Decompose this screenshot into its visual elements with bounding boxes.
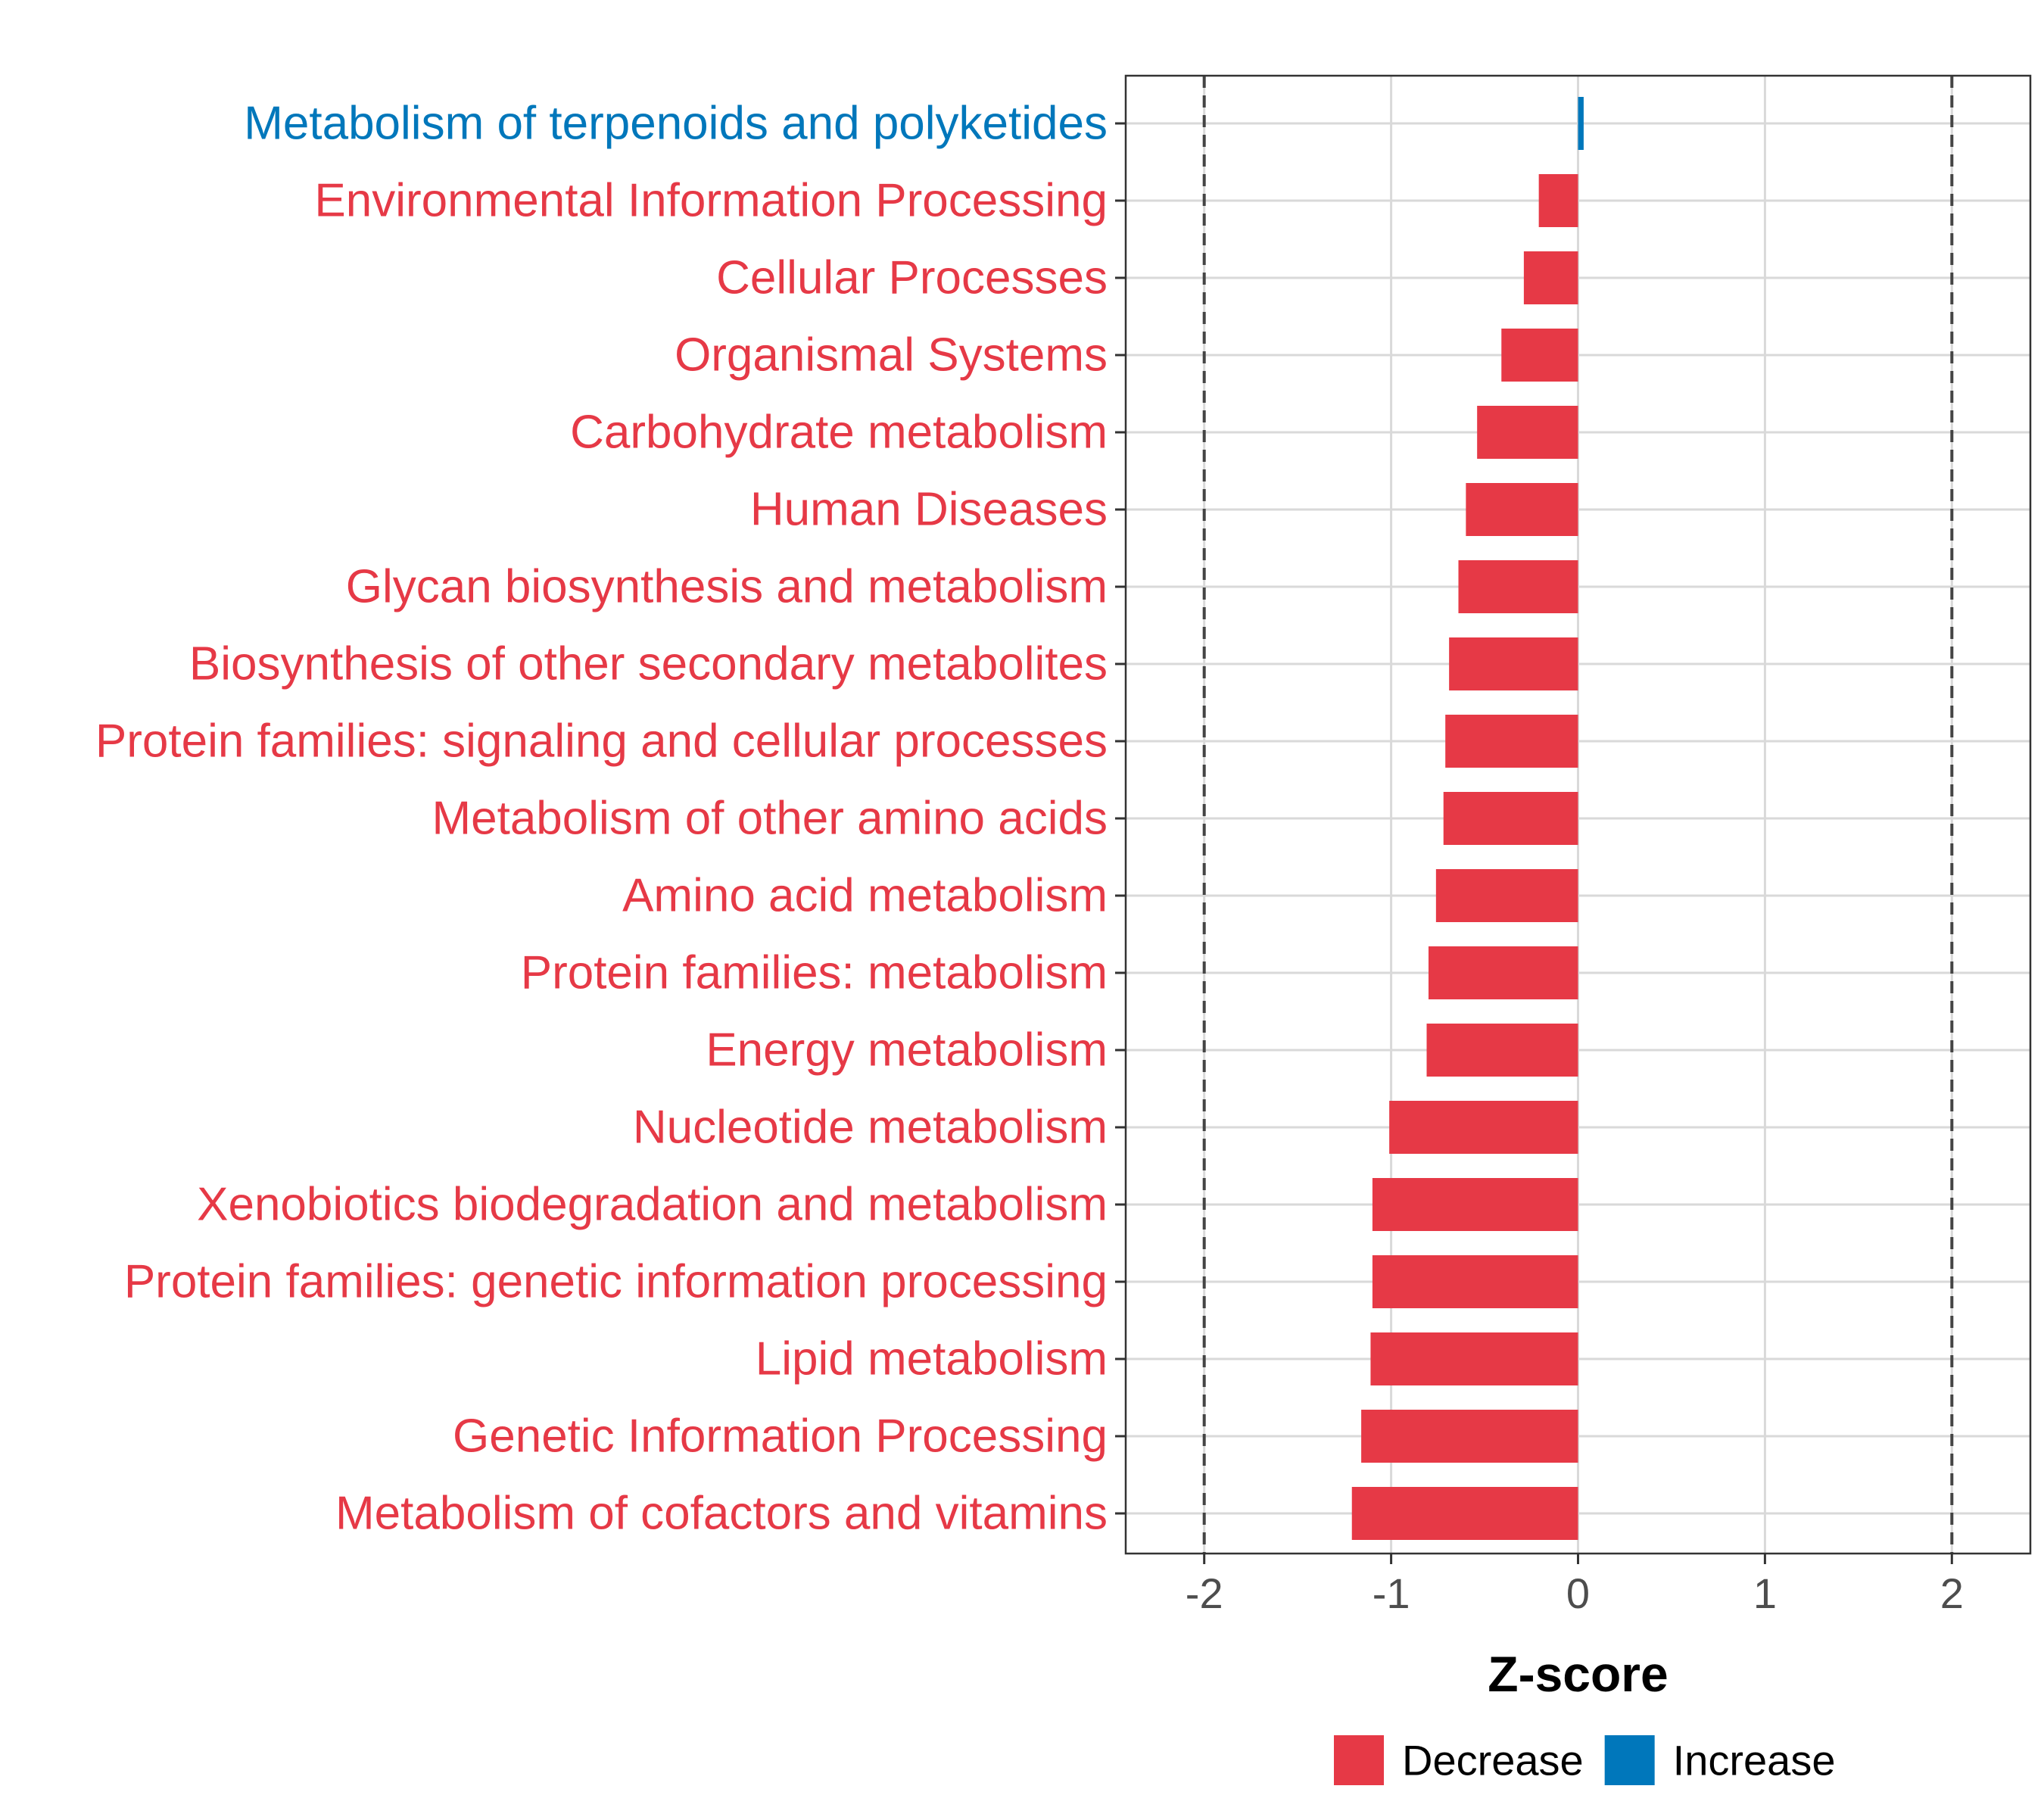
x-tick-label: 1 [1753,1569,1777,1617]
x-tick-label: -2 [1186,1569,1223,1617]
category-label: Protein families: genetic information pr… [124,1256,1108,1308]
bar [1445,715,1578,768]
category-label: Protein families: metabolism [521,947,1108,999]
legend-swatch [1604,1735,1655,1785]
category-label: Metabolism of other amino acids [432,793,1108,845]
legend-label: Increase [1673,1737,1836,1784]
category-label: Cellular Processes [716,252,1108,304]
bar [1426,1024,1578,1077]
legend: Decrease Increase [1334,1735,1835,1785]
category-label: Metabolism of terpenoids and polyketides [244,98,1108,150]
bar [1466,483,1578,536]
bar [1435,869,1578,922]
category-label: Energy metabolism [706,1024,1108,1077]
bar [1523,251,1578,304]
category-label: Organismal Systems [675,329,1108,382]
category-label: Glycan biosynthesis and metabolism [346,561,1108,613]
category-label: Xenobiotics biodegradation and metabolis… [197,1179,1108,1231]
x-tick-label: 0 [1566,1569,1590,1617]
category-labels: Metabolism of terpenoids and polyketides… [95,98,1108,1540]
bar [1389,1101,1578,1154]
category-label: Carbohydrate metabolism [570,407,1108,459]
bar [1443,792,1578,845]
category-label: Nucleotide metabolism [633,1102,1108,1154]
category-label: Genetic Information Processing [453,1410,1108,1463]
category-label: Metabolism of cofactors and vitamins [335,1488,1108,1540]
legend-swatch [1334,1735,1384,1785]
x-axis-title: Z-score [1488,1646,1668,1702]
bar [1428,946,1578,999]
y-axis-ticks [1115,122,1126,1515]
category-label: Protein families: signaling and cellular… [95,715,1108,768]
bar [1578,97,1584,150]
bars [1351,97,1584,1540]
bar [1477,406,1578,459]
bar [1370,1332,1578,1385]
bar [1538,174,1578,227]
bar [1501,329,1578,382]
bar [1458,560,1578,613]
category-label: Environmental Information Processing [314,175,1108,227]
category-label: Human Diseases [750,484,1108,536]
category-label: Biosynthesis of other secondary metaboli… [189,638,1108,690]
reference-lines [1202,76,1954,1554]
bar [1361,1410,1578,1463]
category-label: Lipid metabolism [756,1333,1108,1385]
x-tick-label: 2 [1940,1569,1964,1617]
x-tick-label: -1 [1373,1569,1410,1617]
bar [1372,1178,1578,1231]
bar [1372,1255,1578,1308]
bar [1449,637,1578,690]
category-label: Amino acid metabolism [622,870,1108,922]
x-axis-ticks: -2 -1 0 1 2 [1186,1554,1964,1617]
legend-label: Decrease [1402,1737,1584,1784]
bar [1351,1487,1578,1540]
